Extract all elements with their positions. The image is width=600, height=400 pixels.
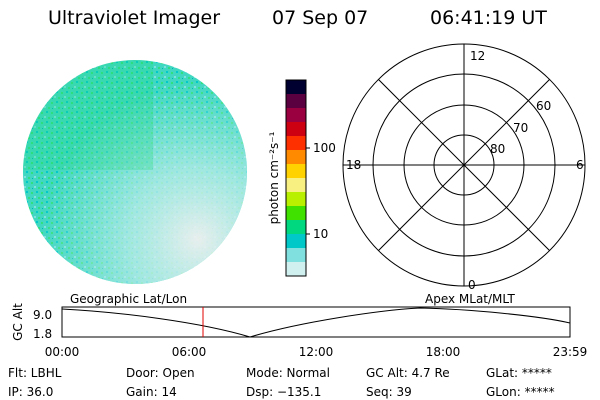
mlat-label-60: 60 [536, 99, 551, 113]
colorbar-band [286, 94, 306, 109]
mlat-label-70: 70 [513, 121, 528, 135]
colorbar-tick-10: 10 [313, 227, 328, 241]
altitude-max-label: 9.0 [33, 308, 52, 322]
mode-info: Mode: Normal [246, 366, 330, 380]
colorbar-band [286, 178, 306, 193]
altitude-axis-title: GC Alt [11, 303, 25, 341]
x-tick-1200: 12:00 [299, 345, 334, 359]
colorbar-tick-100: 100 [313, 141, 336, 155]
time-label: 06:41:19 UT [430, 7, 547, 29]
mlt-label-6: 6 [576, 158, 584, 172]
dsp-info: Dsp: −135.1 [246, 385, 322, 399]
x-tick-2359: 23:59 [553, 345, 588, 359]
ip-info: IP: 36.0 [8, 385, 54, 399]
glat-info: GLat: ***** [486, 366, 552, 380]
colorbar-band [286, 206, 306, 221]
instrument-title: Ultraviolet Imager [48, 7, 221, 29]
glon-info: GLon: ***** [486, 385, 555, 399]
mlt-label-18: 18 [346, 158, 361, 172]
colorbar-band [286, 220, 306, 235]
colorbar-band [286, 136, 306, 151]
filter-info: Flt: LBHL [8, 366, 62, 380]
polar-grid [342, 43, 586, 287]
geographic-label: Geographic Lat/Lon [70, 292, 187, 306]
mlat-label-80: 80 [490, 142, 505, 156]
altitude-min-label: 1.8 [33, 327, 52, 341]
colorbar-band [286, 150, 306, 165]
seq-info: Seq: 39 [366, 385, 412, 399]
colorbar-band [286, 192, 306, 207]
x-tick-0600: 06:00 [172, 345, 207, 359]
date-label: 07 Sep 07 [272, 7, 369, 29]
colorbar-band [286, 248, 306, 263]
colorbar [286, 80, 306, 277]
altitude-plot-frame [61, 306, 571, 338]
colorbar-unit-label: photon cm⁻²s⁻¹ [267, 131, 281, 224]
mlt-label-12: 12 [470, 49, 485, 63]
mlt-label-0: 0 [468, 278, 476, 292]
colorbar-band [286, 262, 306, 277]
x-tick-0000: 00:00 [45, 345, 80, 359]
colorbar-band [286, 108, 306, 123]
x-tick-1800: 18:00 [426, 345, 461, 359]
colorbar-frame [285, 79, 307, 277]
uv-image-disc [23, 60, 247, 284]
altitude-curve [61, 307, 571, 338]
gain-info: Gain: 14 [126, 385, 177, 399]
apex-label: Apex MLat/MLT [425, 292, 515, 306]
colorbar-band [286, 234, 306, 249]
gc-alt-info: GC Alt: 4.7 Re [366, 366, 450, 380]
colorbar-band [286, 164, 306, 179]
colorbar-band [286, 122, 306, 137]
colorbar-band [286, 80, 306, 95]
door-info: Door: Open [126, 366, 195, 380]
